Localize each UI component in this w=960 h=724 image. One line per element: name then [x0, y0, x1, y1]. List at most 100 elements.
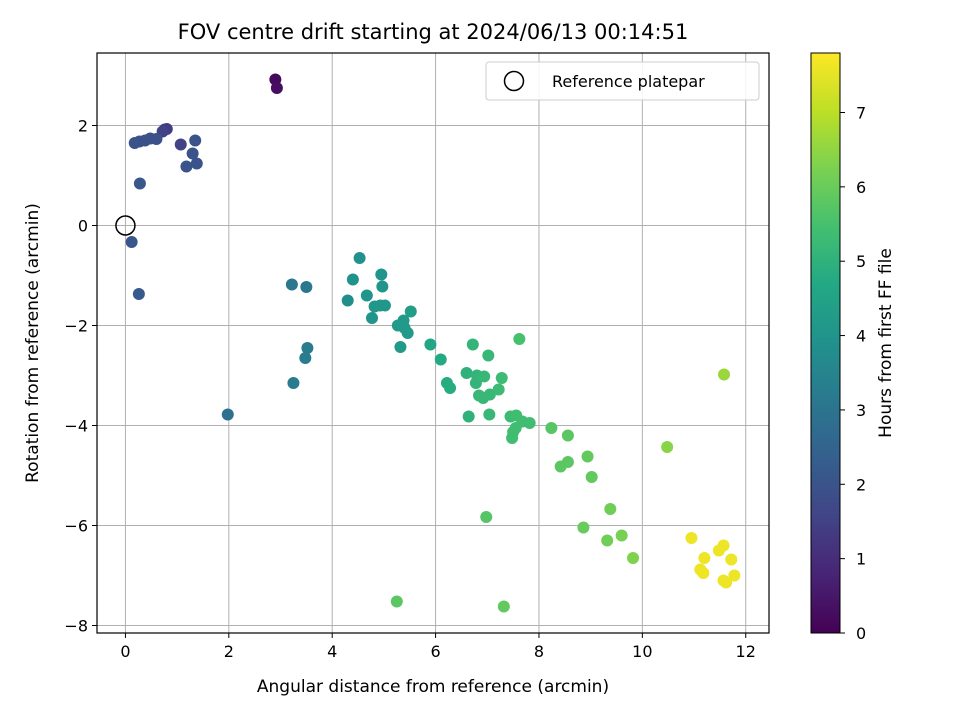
colorbar-label: Hours from first FF file [876, 248, 896, 438]
data-point [376, 280, 389, 293]
y-tick-label: −8 [64, 617, 88, 636]
data-point [394, 341, 407, 353]
colorbar-tick-label: 5 [856, 252, 866, 271]
y-tick-label: 0 [78, 217, 88, 236]
data-point [545, 422, 558, 434]
data-point [132, 288, 145, 300]
x-tick-label: 2 [224, 642, 234, 661]
data-point [483, 408, 496, 421]
x-tick-label: 0 [120, 642, 130, 661]
data-point [725, 553, 738, 566]
data-point [434, 353, 447, 366]
colorbar-tick-label: 4 [856, 327, 866, 346]
colorbar-tick-label: 2 [856, 475, 866, 494]
y-tick-label: 2 [78, 117, 88, 136]
reference-marker [115, 215, 136, 236]
data-point [174, 138, 187, 151]
data-point [601, 534, 614, 547]
x-axis-ticks: 0 2 4 6 8 10 12 [120, 633, 756, 661]
legend: Reference platepar [485, 61, 760, 101]
data-point [497, 600, 510, 613]
data-point [720, 576, 733, 589]
data-point [483, 388, 496, 401]
data-point [460, 367, 473, 379]
data-point [444, 382, 457, 394]
colorbar-ticks: 0 1 2 3 4 5 6 7 [840, 103, 866, 643]
scatter-points [125, 73, 741, 613]
data-point [627, 552, 640, 564]
colorbar-tick-label: 7 [856, 103, 866, 122]
data-point [360, 289, 373, 302]
data-point [390, 595, 403, 608]
data-point [581, 450, 594, 463]
data-point [698, 552, 711, 564]
data-point [180, 160, 193, 173]
data-point [492, 383, 505, 396]
x-tick-label: 12 [736, 642, 756, 661]
colorbar [810, 52, 841, 634]
data-point [480, 511, 493, 523]
data-point [401, 327, 414, 339]
legend-box [485, 61, 760, 101]
data-point [482, 349, 495, 362]
data-point [346, 273, 359, 286]
data-point [697, 567, 710, 579]
data-point [661, 441, 674, 453]
y-axis-ticks: −8 −6 −4 −2 0 2 [64, 117, 97, 636]
reference-point [115, 215, 136, 236]
data-point [270, 82, 283, 94]
colorbar-tick-label: 1 [856, 550, 866, 569]
data-point [378, 299, 391, 312]
data-point [366, 312, 379, 324]
data-point [718, 368, 731, 381]
y-tick-label: −6 [64, 517, 88, 536]
data-point [285, 278, 298, 291]
data-point [577, 521, 590, 534]
colorbar-tick-label: 3 [856, 401, 866, 420]
data-point [685, 532, 698, 544]
data-point [466, 338, 479, 351]
data-point [299, 352, 312, 364]
colorbar-tick-label: 0 [856, 624, 866, 643]
data-point [462, 410, 475, 423]
data-point [341, 294, 354, 307]
x-tick-label: 6 [430, 642, 440, 661]
y-tick-label: −4 [64, 417, 88, 436]
data-point [604, 503, 617, 515]
y-axis-label: Rotation from reference (arcmin) [23, 203, 43, 483]
data-point [190, 157, 203, 170]
data-point [221, 408, 234, 421]
grid [97, 53, 769, 633]
data-point [513, 333, 526, 345]
data-point [561, 456, 574, 468]
data-point [478, 370, 491, 383]
data-point [506, 432, 519, 444]
x-tick-label: 10 [632, 642, 652, 661]
y-tick-label: −2 [64, 317, 88, 336]
data-point [615, 529, 628, 542]
data-point [186, 147, 199, 160]
data-point [523, 417, 536, 429]
data-point [469, 377, 482, 389]
data-point [300, 281, 313, 293]
legend-entry: Reference platepar [552, 72, 705, 91]
colorbar-tick-label: 6 [856, 178, 866, 197]
data-point [189, 134, 202, 147]
data-point [353, 252, 366, 264]
data-point [585, 471, 598, 483]
x-tick-label: 4 [327, 642, 337, 661]
data-point [404, 305, 417, 318]
data-point [301, 342, 314, 354]
data-point [150, 133, 163, 145]
plot-frame [96, 52, 770, 634]
data-point [133, 177, 146, 190]
data-point [728, 569, 741, 582]
data-point [561, 429, 574, 442]
data-point [125, 236, 138, 248]
data-point [717, 539, 730, 552]
data-point [375, 268, 388, 281]
x-axis-label: Angular distance from reference (arcmin) [257, 677, 609, 697]
data-point [424, 338, 437, 351]
x-tick-label: 8 [534, 642, 544, 661]
